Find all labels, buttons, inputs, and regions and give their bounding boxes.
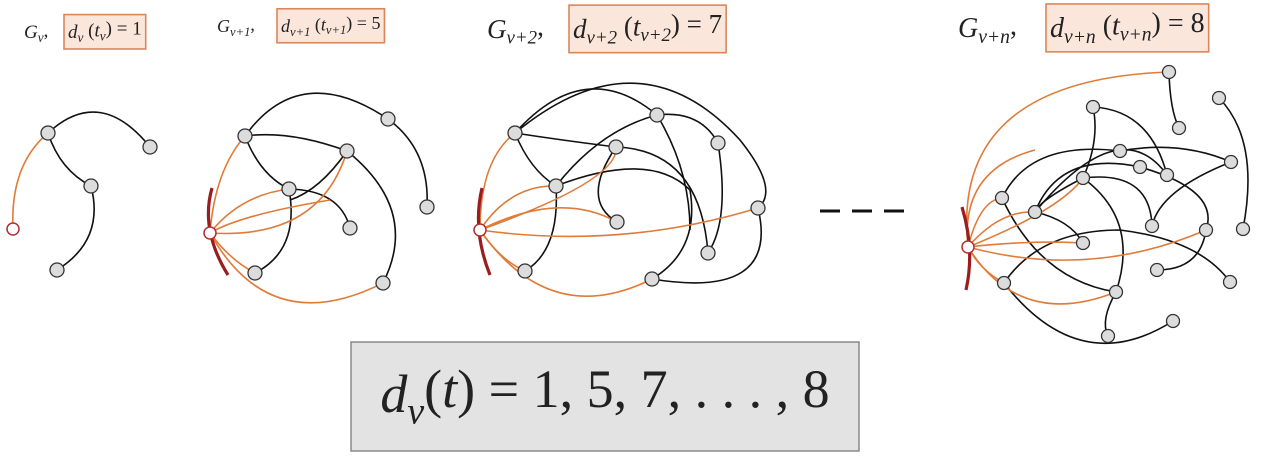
text-run: d — [380, 364, 408, 424]
formula-box — [350, 341, 860, 452]
label-box — [63, 13, 147, 50]
text-run: ( — [617, 12, 633, 42]
label-box — [276, 7, 386, 44]
subscript: v — [407, 390, 424, 432]
text-run: G — [487, 14, 507, 44]
subscript: v+1 — [230, 25, 250, 39]
subscript: v+1 — [290, 25, 310, 39]
degree-sequence: dv(t) = 1, 5, 7, . . . , 8 — [380, 359, 829, 432]
subscript: v — [100, 28, 106, 43]
graph-label: Gv+2, — [487, 12, 544, 49]
subscript: v — [78, 30, 84, 45]
text-run: G — [24, 22, 38, 43]
text-run: , — [44, 20, 49, 41]
degree-label: dv+n (tv+n) = 8 — [1050, 8, 1205, 48]
graph-label: Gv, — [24, 20, 48, 45]
graph-3 — [473, 82, 767, 298]
text-run: ) = 1 — [106, 19, 142, 40]
graph-1 — [6, 111, 158, 278]
graph-label: Gv+n, — [958, 10, 1017, 47]
text-run: ( — [310, 14, 321, 35]
text-run: d — [573, 14, 587, 44]
graph-2 — [203, 92, 435, 304]
text-run: ) = 8 — [1152, 8, 1205, 39]
text-run: ) = 7 — [671, 9, 722, 39]
text-run: ( — [1096, 10, 1112, 41]
text-run: d — [1050, 13, 1065, 44]
text-run: , — [537, 12, 544, 42]
text-run: , — [1010, 10, 1017, 41]
graph-label: Gv+1, — [217, 14, 255, 38]
text-run: , — [250, 14, 255, 34]
text-run: ( — [424, 359, 442, 419]
text-run: ) = 5 — [346, 13, 380, 34]
text-run: G — [958, 13, 978, 44]
subscript: v+n — [978, 27, 1010, 48]
text-run: t — [442, 359, 459, 419]
subscript: v+2 — [587, 28, 618, 49]
subscript: v+n — [1064, 27, 1096, 48]
degree-label: dv (tv) = 1 — [68, 19, 142, 45]
subscript: v — [38, 30, 44, 45]
text-run: d — [68, 22, 78, 43]
subscript: v+2 — [640, 25, 671, 46]
text-run: t — [321, 14, 327, 34]
label-box — [568, 4, 727, 54]
subscript: v+2 — [507, 28, 538, 49]
text-run: ) = 1, 5, 7, . . . , 8 — [457, 359, 829, 419]
subscript: v+1 — [326, 23, 346, 37]
text-run: t — [1112, 10, 1121, 41]
graph-4 — [960, 64, 1251, 345]
text-run: t — [94, 20, 100, 41]
degree-label: dv+1 (tv+1) = 5 — [281, 13, 380, 39]
text-run: G — [217, 16, 230, 36]
subscript: v+n — [1120, 24, 1152, 45]
text-run: t — [633, 12, 642, 42]
text-run: d — [281, 16, 291, 36]
label-layer: Gv, dv (tv) = 1 Gv+1, dv+1 (tv+1) = 5 Gv… — [24, 3, 1210, 54]
label-box — [1045, 3, 1210, 53]
text-run: ( — [83, 20, 94, 41]
degree-label: dv+2 (tv+2) = 7 — [573, 9, 722, 49]
